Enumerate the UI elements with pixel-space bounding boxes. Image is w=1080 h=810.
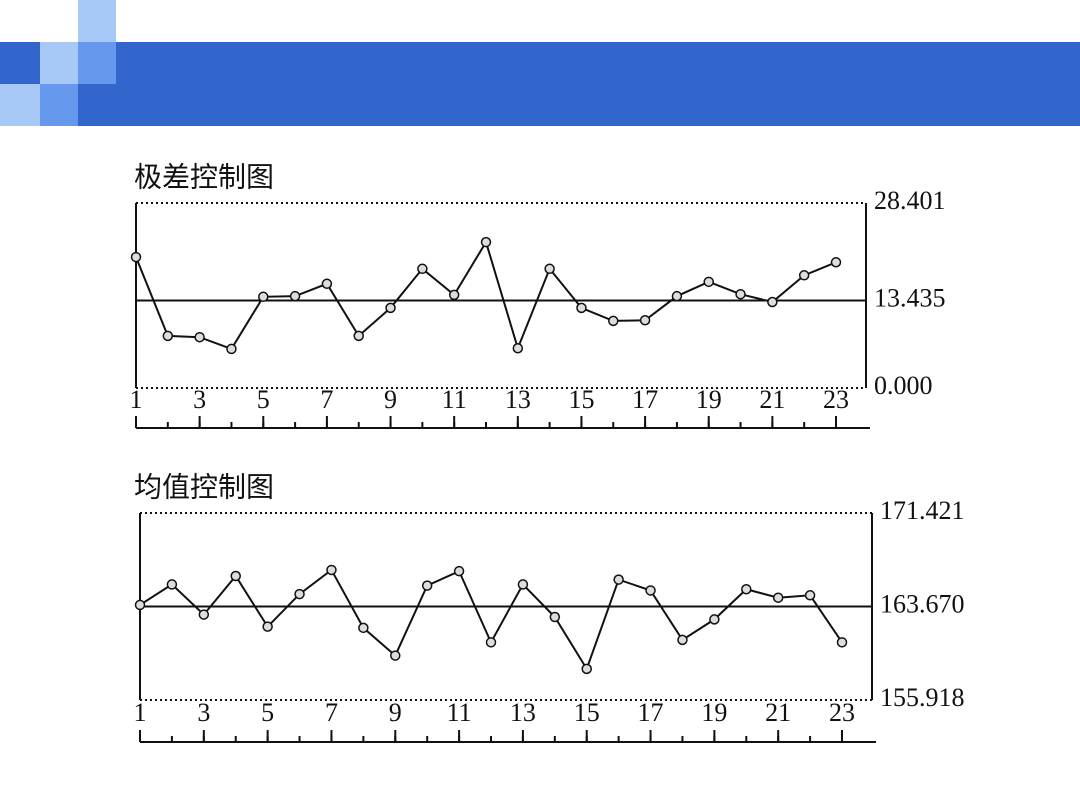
point (709, 614, 720, 625)
chart-title: 极差控制图 (134, 161, 274, 193)
header-bar (0, 42, 1080, 126)
x-tick-label: 11 (442, 385, 467, 414)
y-tick-label: 163.670 (880, 589, 965, 618)
point (390, 650, 401, 661)
x-tick-label: 3 (197, 698, 210, 727)
point (741, 583, 752, 595)
point (613, 574, 624, 585)
point (230, 570, 241, 582)
x-tick-label: 13 (510, 698, 536, 727)
y-tick-label: 171.421 (880, 496, 965, 525)
point (166, 579, 178, 590)
x-tick-label: 21 (759, 385, 785, 414)
x-tick-label: 17 (632, 385, 658, 414)
point (321, 278, 333, 290)
point (294, 588, 305, 600)
header-square (78, 0, 116, 42)
header-square (40, 42, 78, 84)
x-tick-label: 9 (389, 698, 402, 727)
x-tick-label: 23 (823, 385, 849, 414)
point (198, 609, 210, 620)
point (385, 302, 396, 314)
point (703, 276, 714, 288)
point (134, 599, 146, 611)
point (258, 291, 269, 303)
x-tick-label: 19 (701, 698, 727, 727)
y-tick-label: 13.435 (874, 283, 946, 312)
x-tick-label: 13 (505, 385, 531, 414)
x-tick-label: 3 (193, 385, 206, 414)
header-square (40, 84, 78, 126)
point (544, 263, 555, 275)
point (289, 290, 301, 302)
point (194, 331, 205, 343)
point (353, 330, 364, 342)
point (485, 637, 497, 648)
point (576, 302, 587, 314)
x-tick-label: 1 (134, 698, 147, 727)
point (326, 564, 337, 576)
x-tick-label: 1 (130, 385, 143, 414)
point (448, 289, 460, 301)
point (512, 343, 524, 354)
point (735, 288, 746, 300)
point (772, 592, 784, 603)
x-tick-label: 17 (638, 698, 664, 727)
point (836, 637, 848, 648)
x-tick-label: 21 (765, 698, 791, 727)
point (358, 622, 369, 634)
point (798, 270, 810, 281)
point (767, 296, 778, 308)
y-tick-label: 155.918 (880, 683, 965, 712)
point (453, 565, 465, 577)
x-tick-label: 19 (696, 385, 722, 414)
header-square (0, 84, 40, 126)
point (549, 611, 561, 623)
header-square (78, 42, 116, 84)
point (162, 330, 174, 342)
x-tick-label: 7 (325, 698, 338, 727)
y-tick-label: 0.000 (874, 371, 933, 400)
point (130, 251, 142, 263)
x-tick-label: 5 (261, 698, 274, 727)
x-tick-label: 7 (320, 385, 333, 414)
series-line (139, 568, 843, 672)
point (608, 315, 619, 327)
x-tick-label: 15 (568, 385, 594, 414)
point (639, 315, 651, 326)
point (804, 590, 816, 601)
point (677, 634, 688, 646)
x-tick-label: 5 (257, 385, 270, 414)
point (262, 621, 273, 632)
point (671, 290, 683, 302)
point (421, 580, 433, 591)
series-line (135, 239, 837, 352)
point (645, 585, 656, 596)
chart-title: 均值控制图 (134, 471, 274, 503)
point (517, 579, 529, 590)
x-tick-label: 9 (384, 385, 397, 414)
point (226, 343, 237, 355)
point (581, 663, 592, 675)
point (417, 263, 428, 275)
x-tick-label: 11 (447, 698, 472, 727)
point (830, 257, 842, 268)
x-tick-label: 23 (829, 698, 855, 727)
y-tick-label: 28.401 (874, 186, 946, 215)
x-tick-label: 15 (574, 698, 600, 727)
point (480, 236, 492, 248)
